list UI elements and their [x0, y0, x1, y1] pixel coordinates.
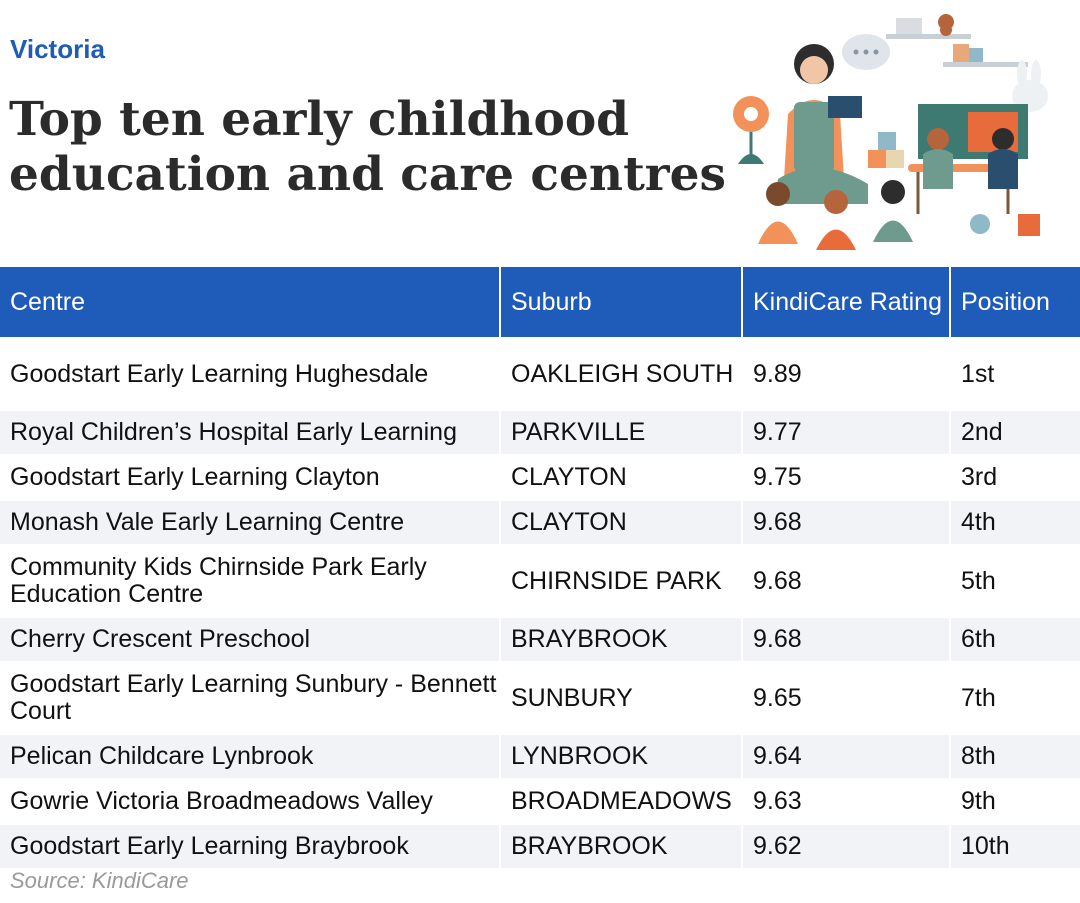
table-row: Cherry Crescent Preschool BRAYBROOK 9.68…: [0, 618, 1080, 661]
cell-suburb: PARKVILLE: [501, 411, 741, 454]
cell-rating: 9.62: [743, 825, 949, 868]
table-row: Monash Vale Early Learning Centre CLAYTO…: [0, 501, 1080, 544]
table-row: Goodstart Early Learning Hughesdale OAKL…: [0, 339, 1080, 409]
cell-suburb: BROADMEADOWS: [501, 780, 741, 823]
cell-centre: Royal Children’s Hospital Early Learning: [0, 411, 499, 454]
cell-position: 2nd: [951, 411, 1080, 454]
cell-centre: Goodstart Early Learning Clayton: [0, 456, 499, 499]
cell-centre: Cherry Crescent Preschool: [0, 618, 499, 661]
cell-rating: 9.75: [743, 456, 949, 499]
cell-position: 8th: [951, 735, 1080, 778]
cell-rating: 9.65: [743, 663, 949, 733]
table-header-row: Centre Suburb KindiCare Rating Position: [0, 267, 1080, 337]
cell-centre: Goodstart Early Learning Sunbury - Benne…: [0, 663, 499, 733]
cell-centre: Pelican Childcare Lynbrook: [0, 735, 499, 778]
cell-centre: Monash Vale Early Learning Centre: [0, 501, 499, 544]
cell-suburb: CLAYTON: [501, 501, 741, 544]
cell-centre: Community Kids Chirnside Park Early Educ…: [0, 546, 499, 616]
cell-position: 4th: [951, 501, 1080, 544]
cell-rating: 9.63: [743, 780, 949, 823]
cell-suburb: LYNBROOK: [501, 735, 741, 778]
cell-centre: Gowrie Victoria Broadmeadows Valley: [0, 780, 499, 823]
region-label: Victoria: [10, 34, 105, 64]
header-rating: KindiCare Rating: [743, 267, 949, 337]
table-row: Goodstart Early Learning Braybrook BRAYB…: [0, 825, 1080, 868]
table-row: Pelican Childcare Lynbrook LYNBROOK 9.64…: [0, 735, 1080, 778]
cell-suburb: CHIRNSIDE PARK: [501, 546, 741, 616]
cell-position: 3rd: [951, 456, 1080, 499]
cell-position: 7th: [951, 663, 1080, 733]
cell-rating: 9.68: [743, 618, 949, 661]
cell-rating: 9.64: [743, 735, 949, 778]
cell-suburb: OAKLEIGH SOUTH: [501, 339, 741, 409]
cell-position: 10th: [951, 825, 1080, 868]
table-row: Goodstart Early Learning Sunbury - Benne…: [0, 663, 1080, 733]
cell-rating: 9.77: [743, 411, 949, 454]
cell-suburb: BRAYBROOK: [501, 618, 741, 661]
table-row: Royal Children’s Hospital Early Learning…: [0, 411, 1080, 454]
header-suburb: Suburb: [501, 267, 741, 337]
cell-position: 6th: [951, 618, 1080, 661]
header-position: Position: [951, 267, 1080, 337]
cell-rating: 9.89: [743, 339, 949, 409]
table-row: Community Kids Chirnside Park Early Educ…: [0, 546, 1080, 616]
page-title: Top ten early childhood education and ca…: [9, 92, 726, 202]
table-row: Gowrie Victoria Broadmeadows Valley BROA…: [0, 780, 1080, 823]
cell-suburb: BRAYBROOK: [501, 825, 741, 868]
cell-centre: Goodstart Early Learning Braybrook: [0, 825, 499, 868]
cell-suburb: SUNBURY: [501, 663, 741, 733]
cell-position: 1st: [951, 339, 1080, 409]
cell-rating: 9.68: [743, 501, 949, 544]
cell-centre: Goodstart Early Learning Hughesdale: [0, 339, 499, 409]
source-note: Source: KindiCare: [10, 868, 189, 893]
header-centre: Centre: [0, 267, 499, 337]
teacher-reading-illustration: [733, 14, 1048, 250]
cell-suburb: CLAYTON: [501, 456, 741, 499]
cell-rating: 9.68: [743, 546, 949, 616]
cell-position: 5th: [951, 546, 1080, 616]
cell-position: 9th: [951, 780, 1080, 823]
table-row: Goodstart Early Learning Clayton CLAYTON…: [0, 456, 1080, 499]
